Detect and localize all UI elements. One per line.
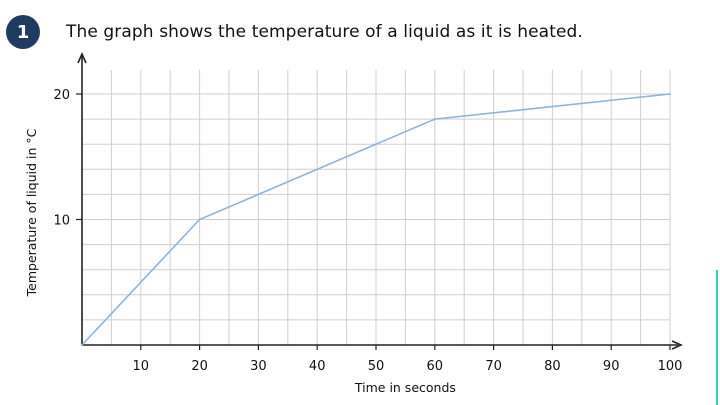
axes: [76, 52, 683, 350]
accent-bar: [716, 270, 718, 405]
question-number-badge: 1: [6, 15, 40, 49]
y-axis-title: Temperature of liquid in °C: [24, 128, 39, 297]
data-point: [669, 93, 671, 95]
y-tick-label: 10: [53, 214, 70, 229]
x-tick-label: 30: [250, 359, 267, 374]
x-tick-label: 10: [133, 359, 150, 374]
x-axis-title: Time in seconds: [354, 380, 456, 395]
data-point: [433, 118, 436, 120]
x-tick-label: 50: [368, 359, 385, 374]
data-point: [81, 344, 83, 346]
x-axis-arrow: [671, 340, 683, 350]
data-point: [198, 218, 201, 221]
series-layer: [81, 93, 671, 346]
y-axis-arrow: [77, 52, 87, 64]
tick-labels: 10 20 30 40 50 60 70 80 90 100 10 20: [53, 88, 682, 374]
series-line-temperature: [81, 93, 671, 346]
x-tick-label: 90: [603, 359, 620, 374]
x-tick-label: 70: [485, 359, 502, 374]
x-tick-label: 40: [309, 359, 326, 374]
question-text: The graph shows the temperature of a liq…: [66, 22, 583, 42]
x-tick-label: 80: [544, 359, 561, 374]
x-tick-label: 100: [658, 359, 683, 374]
x-tick-label: 60: [427, 359, 444, 374]
y-tick-label: 20: [53, 88, 70, 103]
question-header: 1 The graph shows the temperature of a l…: [6, 15, 583, 49]
x-tick-label: 20: [191, 359, 208, 374]
grid: [82, 70, 671, 345]
